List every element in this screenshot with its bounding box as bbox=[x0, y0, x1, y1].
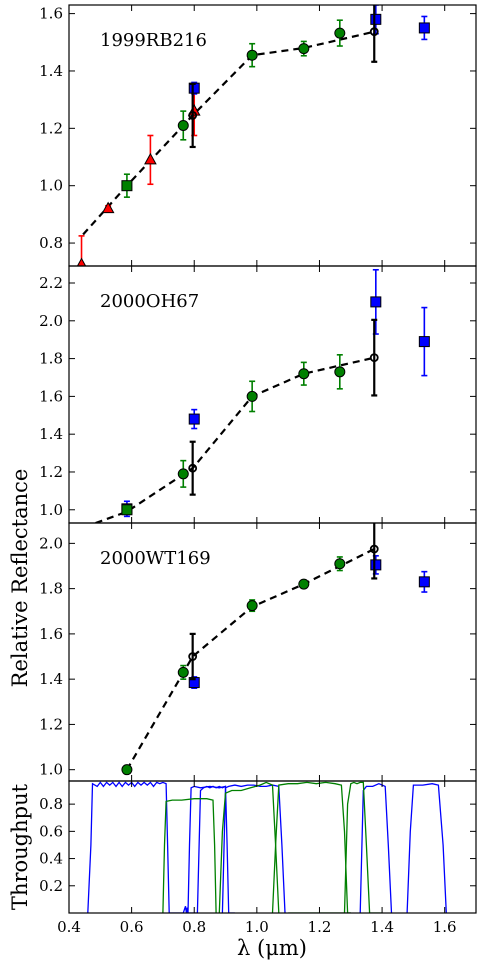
y-tick-label: 1.2 bbox=[39, 119, 63, 137]
y-tick-label: 1.4 bbox=[39, 670, 63, 688]
y-tick-label: 1.8 bbox=[39, 350, 63, 368]
plot-area bbox=[95, 268, 430, 523]
data-point-open-circle bbox=[188, 463, 198, 473]
panel-4: 0.2 0.4 0.6 0.8 0.4 0.6 0.8 1.0 1.2 1.4 1.6 Through… bbox=[8, 780, 477, 936]
data-point-square bbox=[418, 22, 430, 34]
data-point-circle bbox=[334, 558, 346, 570]
panel-1: 0.8 1.0 1.2 1.4 1.6 1999RB216 bbox=[39, 4, 477, 267]
data-point-circle bbox=[177, 468, 189, 480]
x-tick-label: 0.4 bbox=[57, 918, 81, 936]
data-point-circle bbox=[121, 764, 133, 776]
data-point-square bbox=[370, 296, 382, 308]
data-point-circle bbox=[177, 119, 189, 131]
data-point-square bbox=[418, 576, 430, 588]
y-tick-label: 1.2 bbox=[39, 715, 63, 733]
x-tick-label: 1.6 bbox=[433, 918, 457, 936]
data-point-square bbox=[121, 504, 133, 516]
panel-2: 1.0 1.2 1.4 1.6 1.8 2.0 2.2 2000OH67 bbox=[39, 265, 477, 524]
y-tick-label: 1.0 bbox=[39, 761, 63, 779]
plot-area bbox=[76, 5, 430, 266]
data-point-square bbox=[370, 559, 382, 571]
y-tick-label: 1.0 bbox=[39, 501, 63, 519]
shared-y-axis-label: Relative Reflectance bbox=[8, 469, 32, 688]
panel-frame bbox=[68, 780, 477, 914]
x-tick-label: 0.6 bbox=[120, 918, 144, 936]
data-point-circle bbox=[298, 578, 310, 590]
data-point-triangle bbox=[144, 152, 157, 165]
data-point-open-circle bbox=[369, 27, 379, 37]
y-tick-label: 1.2 bbox=[39, 463, 63, 481]
x-tick-label: 1.2 bbox=[308, 918, 332, 936]
panel-label: 2000WT169 bbox=[100, 548, 211, 569]
y-tick-label: 0.6 bbox=[39, 822, 63, 840]
data-point-square bbox=[121, 180, 133, 192]
data-point-open-circle bbox=[369, 353, 379, 363]
data-point-circle bbox=[246, 600, 258, 612]
throughput-curve bbox=[218, 781, 280, 913]
data-point-square bbox=[370, 13, 382, 25]
throughput-curve bbox=[271, 781, 351, 913]
panel-3: 1.0 1.2 1.4 1.6 1.8 2.0 2000WT169 bbox=[39, 522, 477, 782]
x-tick-label: 1.4 bbox=[370, 918, 394, 936]
panels: 0.8 1.0 1.2 1.4 1.6 1999RB216 1.0 1.2 1.4 1.6 1.8 2… bbox=[8, 4, 477, 936]
y-tick-label: 2.0 bbox=[39, 312, 63, 330]
y-tick-label: 0.8 bbox=[39, 234, 63, 252]
throughput-curve bbox=[162, 798, 217, 913]
throughput-curve bbox=[343, 781, 383, 913]
plot-area bbox=[87, 781, 447, 913]
y-tick-label: 0.4 bbox=[39, 850, 63, 868]
dashed-fit-line bbox=[95, 356, 375, 523]
y-tick-label: 1.6 bbox=[39, 5, 63, 23]
data-point-circle bbox=[177, 666, 189, 678]
dashed-fit-line bbox=[125, 548, 375, 771]
y-tick-label: 2.2 bbox=[39, 274, 63, 292]
data-point-circle bbox=[246, 390, 258, 402]
data-point-circle bbox=[246, 49, 258, 61]
throughput-curve bbox=[406, 783, 447, 913]
panel-label: 2000OH67 bbox=[100, 291, 199, 312]
x-tick-label: 1.0 bbox=[245, 918, 269, 936]
y-tick-label: 1.4 bbox=[39, 425, 63, 443]
y-tick-label: 1.6 bbox=[39, 625, 63, 643]
x-axis-label: λ (μm) bbox=[237, 936, 307, 960]
data-point-circle bbox=[334, 366, 346, 378]
data-point-square bbox=[188, 413, 200, 425]
data-point-circle bbox=[298, 43, 310, 55]
data-point-open-circle bbox=[188, 652, 198, 661]
x-tick-label: 0.8 bbox=[182, 918, 206, 936]
data-point-circle bbox=[334, 27, 346, 39]
y-tick-label: 0.2 bbox=[39, 877, 63, 895]
y-tick-label: 1.0 bbox=[39, 177, 63, 195]
y-tick-label: 1.6 bbox=[39, 387, 63, 405]
data-point-triangle bbox=[76, 257, 87, 266]
dashed-fit-line bbox=[82, 30, 375, 236]
y-tick-label: 2.0 bbox=[39, 534, 63, 552]
data-point-open-circle bbox=[188, 111, 198, 120]
plot-area bbox=[121, 523, 430, 776]
y-tick-label: 1.8 bbox=[39, 580, 63, 598]
data-point-square bbox=[188, 677, 200, 689]
y-tick-label: 0.8 bbox=[39, 795, 63, 813]
data-point-square bbox=[418, 336, 430, 348]
throughput-y-label: Throughput bbox=[8, 783, 32, 910]
data-point-circle bbox=[298, 368, 310, 380]
data-point-triangle bbox=[101, 201, 115, 214]
data-point-open-circle bbox=[369, 544, 379, 554]
panel-label: 1999RB216 bbox=[100, 30, 207, 51]
y-tick-label: 1.4 bbox=[39, 62, 63, 80]
throughput-curve bbox=[187, 785, 226, 913]
